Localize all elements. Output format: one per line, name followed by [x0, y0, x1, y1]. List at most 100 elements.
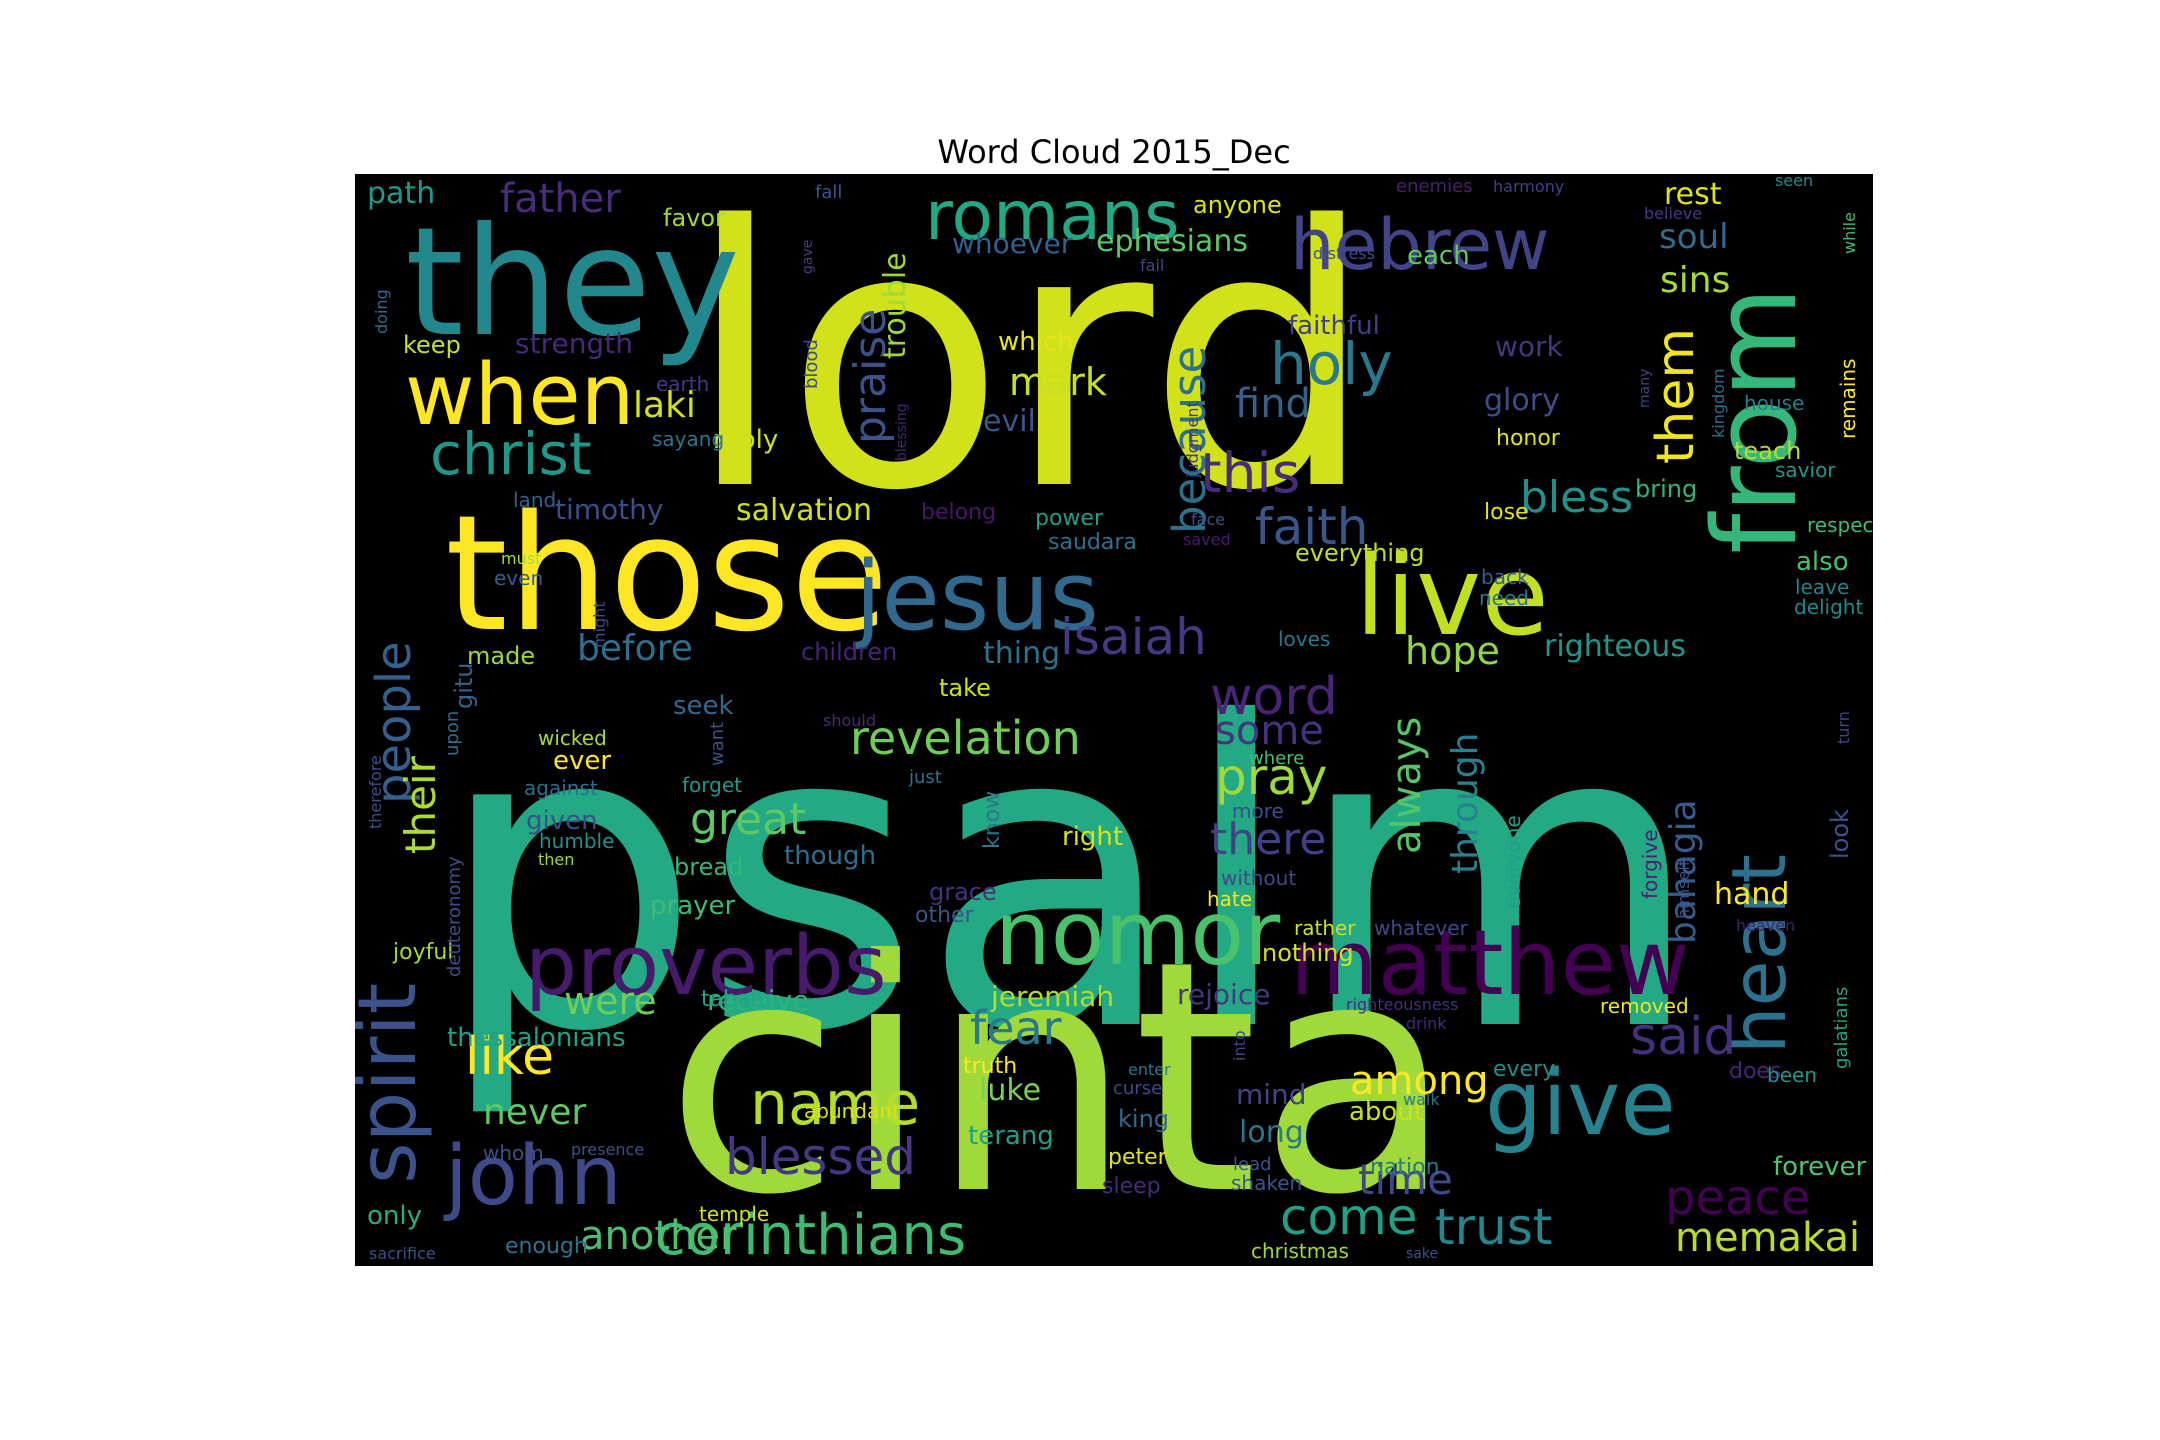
- word-doing: doing: [372, 289, 391, 334]
- word-soul: soul: [1659, 217, 1729, 257]
- word-gave: gave: [800, 240, 816, 274]
- word-forget: forget: [682, 773, 742, 797]
- word-nation: nation: [1370, 1155, 1440, 1180]
- word-prayer: prayer: [650, 891, 736, 921]
- word-many: many: [1637, 369, 1653, 408]
- word-their: their: [396, 755, 445, 854]
- word-face: face: [1191, 510, 1225, 529]
- word-land: land: [513, 488, 556, 512]
- word-should: should: [823, 711, 876, 730]
- word-nomor: nomor: [995, 882, 1281, 985]
- word-john: john: [443, 1129, 622, 1224]
- word-which: which: [998, 327, 1074, 357]
- word-enter: enter: [1128, 1060, 1171, 1079]
- word-truth: truth: [963, 1054, 1017, 1079]
- word-hand: hand: [1714, 877, 1789, 912]
- word-temple: temple: [699, 1202, 769, 1226]
- word-more: more: [1232, 799, 1284, 823]
- word-against: against: [524, 776, 598, 800]
- word-judgment: judgment: [1183, 401, 1202, 479]
- word-only: only: [367, 1201, 422, 1231]
- word-spirit: spirit: [355, 983, 434, 1184]
- word-curse: curse: [1113, 1078, 1162, 1099]
- word-about: about: [1349, 1097, 1424, 1127]
- word-into: into: [1230, 1030, 1249, 1061]
- word-right: right: [1062, 822, 1123, 852]
- word-righteous: righteous: [1544, 629, 1686, 664]
- word-some: some: [1215, 708, 1324, 754]
- word-children: children: [801, 638, 897, 666]
- word-cinta: cinta: [665, 893, 1454, 1265]
- word-great: great: [690, 794, 806, 845]
- word-shaken: shaken: [1231, 1171, 1302, 1195]
- word-then: then: [538, 850, 574, 869]
- word-people: people: [366, 641, 422, 804]
- word-thessalonians: thessalonians: [447, 1023, 625, 1053]
- word-blessed: blessed: [725, 1128, 916, 1186]
- word-ephesians: ephesians: [1096, 224, 1248, 259]
- word-humble: humble: [539, 829, 614, 853]
- word-fear: fear: [970, 1001, 1062, 1055]
- word-savior: savior: [1775, 458, 1836, 482]
- word-delight: delight: [1794, 595, 1863, 619]
- word-look: look: [1826, 809, 1854, 859]
- word-belong: belong: [921, 500, 996, 525]
- word-romans: romans: [925, 177, 1180, 256]
- word-lord: lord: [685, 174, 1375, 569]
- word-honor: honor: [1496, 426, 1561, 451]
- word-other: other: [915, 903, 975, 928]
- word-presence: presence: [571, 1140, 644, 1159]
- word-leave: leave: [1795, 575, 1849, 599]
- word-trouble: trouble: [878, 252, 913, 359]
- word-enemies: enemies: [1396, 176, 1473, 197]
- word-king: king: [1118, 1105, 1169, 1133]
- word-must: must: [501, 549, 541, 568]
- word-himself: himself: [1674, 860, 1693, 919]
- word-strength: strength: [515, 327, 633, 360]
- word-father: father: [500, 176, 621, 222]
- word-tahan: tahan: [701, 987, 764, 1012]
- word-psalm: psalm: [435, 635, 1704, 1124]
- word-another: another: [580, 1213, 737, 1259]
- word-them: them: [1646, 328, 1706, 464]
- word-forgive: forgive: [1638, 829, 1662, 899]
- word-luke: luke: [979, 1073, 1041, 1108]
- word-jesus: jesus: [853, 542, 1099, 652]
- word-sake: sake: [1406, 1246, 1438, 1262]
- word-keep: keep: [403, 331, 461, 359]
- word-memakai: memakai: [1675, 1215, 1860, 1261]
- word-from: from: [1689, 286, 1823, 554]
- word-each: each: [1407, 241, 1470, 271]
- word-before: before: [577, 628, 693, 669]
- word-want: want: [707, 722, 728, 766]
- word-hope: hope: [1405, 629, 1500, 673]
- word-galatians: galatians: [1831, 987, 1852, 1069]
- word-sayang: sayang: [652, 427, 724, 451]
- word-time: time: [1358, 1155, 1453, 1204]
- word-walk: walk: [1403, 1090, 1440, 1109]
- word-remains: remains: [1836, 359, 1860, 439]
- word-gitu: gitu: [450, 662, 478, 709]
- word-thing: thing: [983, 636, 1060, 671]
- word-back: back: [1481, 565, 1529, 589]
- word-bless: bless: [1520, 472, 1633, 523]
- word-take: take: [939, 674, 991, 702]
- cloud-background: [355, 174, 1873, 1266]
- word-sins: sins: [1660, 260, 1730, 301]
- word-name: name: [750, 1069, 920, 1139]
- word-removed: removed: [1600, 994, 1689, 1018]
- word-said: said: [1630, 1007, 1736, 1067]
- word-house: house: [1744, 391, 1804, 415]
- word-christmas: christmas: [1251, 1239, 1349, 1263]
- word-forever: forever: [1773, 1152, 1867, 1182]
- word-heart: heart: [1715, 854, 1803, 1054]
- word-favor: favor: [663, 204, 725, 232]
- word-were: were: [564, 979, 657, 1023]
- word-like: like: [465, 1027, 554, 1087]
- word-blood: blood: [801, 339, 822, 389]
- word-saudara: saudara: [1048, 530, 1137, 555]
- word-every: every: [1493, 1057, 1555, 1082]
- word-believe: believe: [1644, 204, 1702, 223]
- word-turn: turn: [1834, 711, 1853, 744]
